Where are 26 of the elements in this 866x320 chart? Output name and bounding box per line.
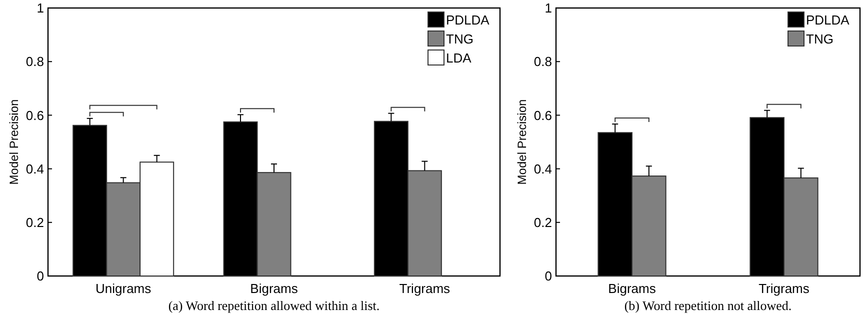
y-axis-title: Model Precision (7, 99, 21, 185)
y-tick-label: 0.2 (26, 214, 44, 230)
y-tick-label: 1 (36, 0, 44, 16)
x-tick-label: Bigrams (250, 281, 298, 296)
legend-label: PDLDA (446, 12, 490, 28)
legend-label: PDLDA (806, 12, 850, 28)
x-tick-label: Trigrams (758, 281, 810, 296)
legend-label: LDA (446, 50, 472, 66)
legend-label: TNG (806, 32, 834, 47)
y-tick-label: 0 (544, 268, 552, 284)
x-tick-label: Bigrams (608, 281, 656, 296)
x-tick-label: Trigrams (399, 281, 451, 296)
y-axis-title: Model Precision (515, 99, 529, 185)
y-tick-label: 0.2 (534, 214, 552, 230)
y-tick-label: 0.8 (534, 54, 552, 70)
y-tick-label: 0.4 (534, 161, 552, 176)
y-tick-label: 0 (36, 268, 44, 284)
text: (a) Word repetition allowed within a list. (168, 298, 380, 313)
y-tick-label: 0.8 (26, 54, 44, 70)
legend-label: TNG (446, 32, 474, 47)
y-tick-label: 0.6 (534, 108, 552, 123)
x-tick-label: Unigrams (96, 281, 152, 296)
text: (b) Word repetition not allowed. (624, 298, 792, 313)
y-tick-label: 1 (544, 0, 552, 16)
y-tick-label: 0.6 (26, 108, 44, 123)
y-tick-label: 0.4 (26, 161, 44, 176)
